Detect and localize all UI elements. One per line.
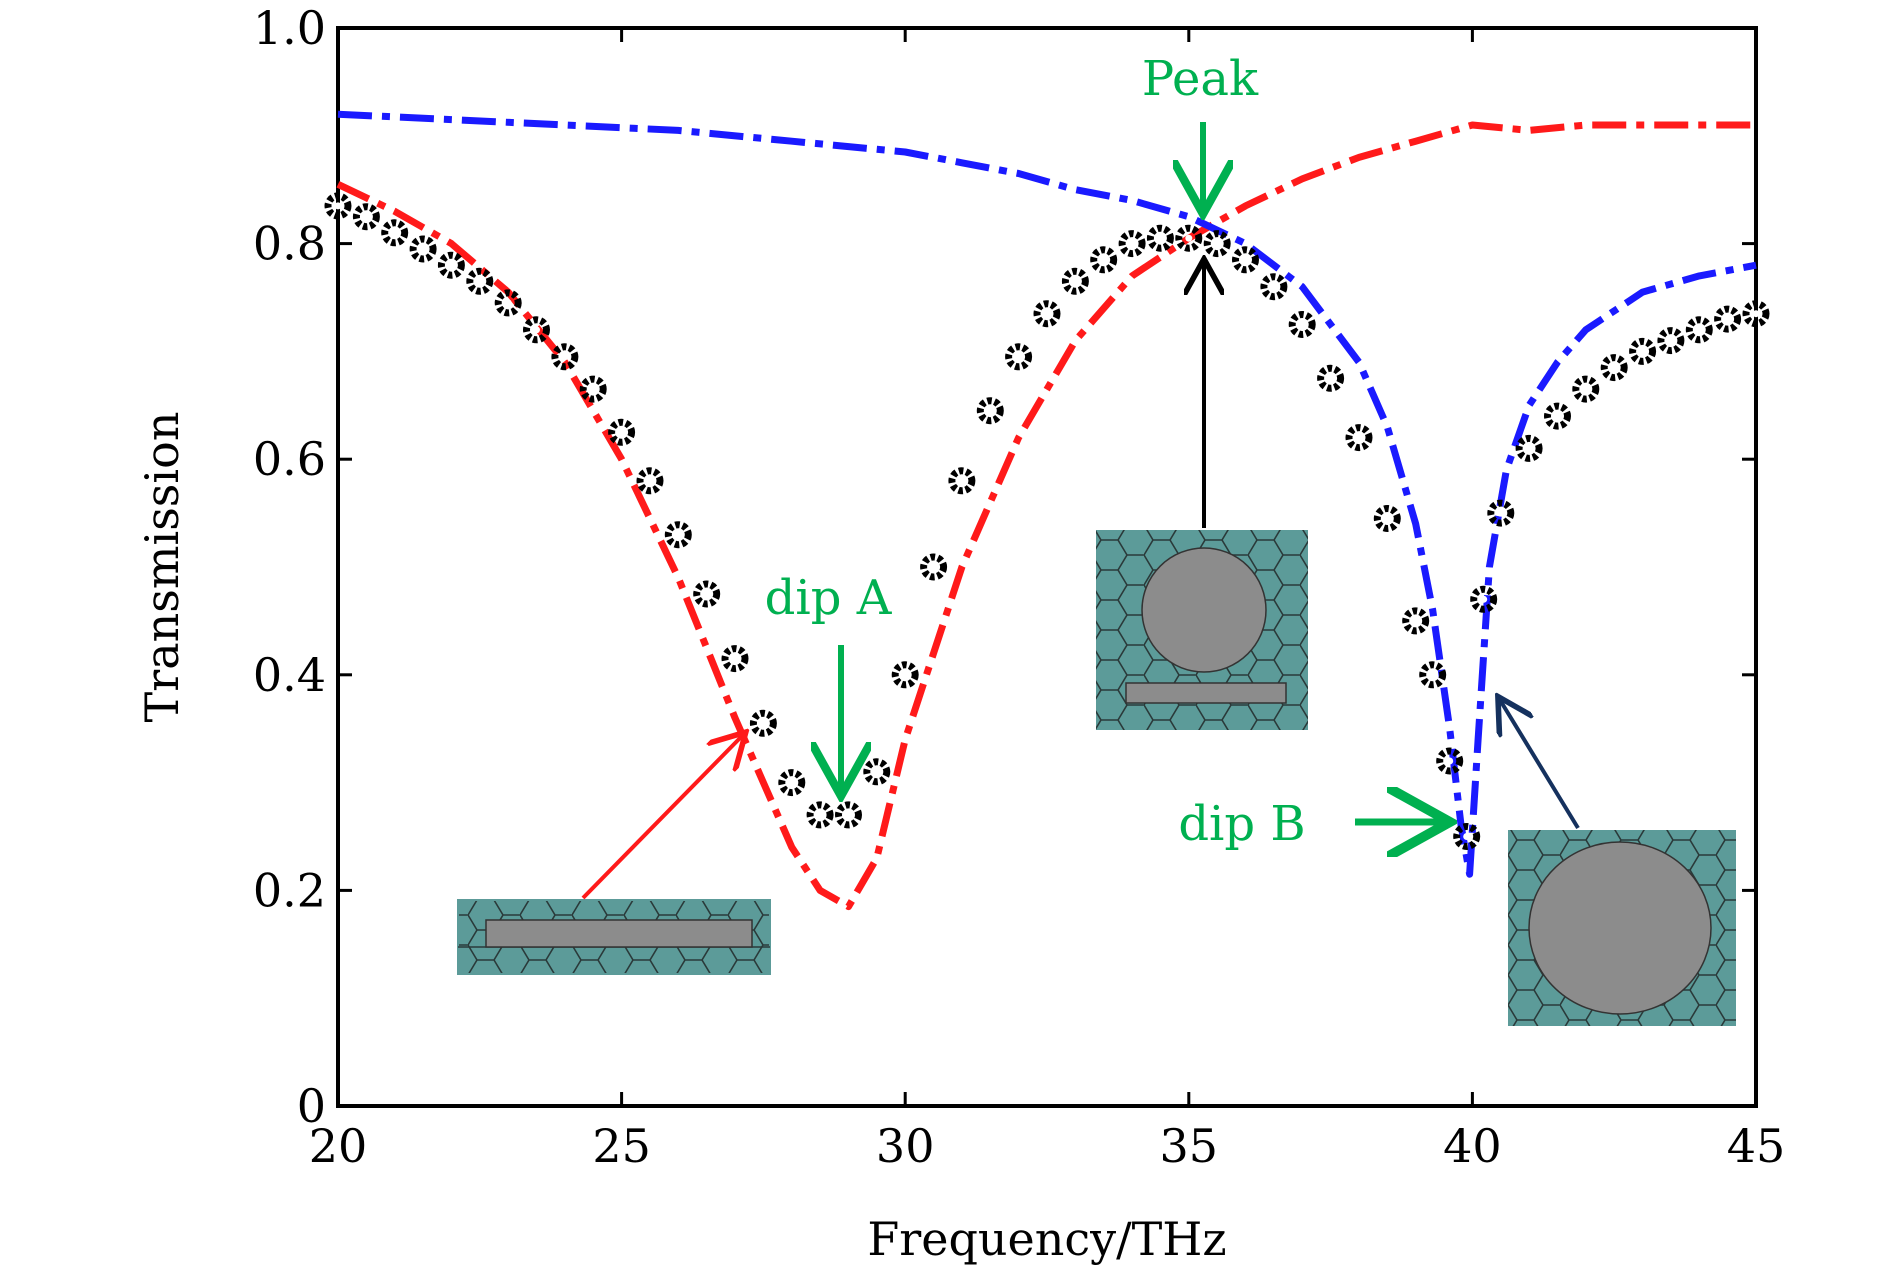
x-tick-label: 20 xyxy=(309,1119,368,1173)
data-point xyxy=(1544,402,1571,430)
inset-disk-structure xyxy=(1508,830,1736,1026)
data-point xyxy=(1419,661,1447,689)
data-point xyxy=(863,758,891,786)
y-tick-label: 1.0 xyxy=(253,1,326,55)
data-point xyxy=(1345,424,1373,452)
data-point xyxy=(381,219,409,247)
data-point xyxy=(1373,505,1401,532)
data-point xyxy=(1600,354,1628,382)
data-point xyxy=(409,235,437,263)
data-point xyxy=(1714,305,1742,333)
y-axis-label: Transmission xyxy=(135,412,189,723)
annotation-layer: Peak dip A dip B xyxy=(581,51,1580,900)
data-point xyxy=(1061,267,1089,295)
data-point xyxy=(976,397,1004,425)
y-tick-label: 0.2 xyxy=(253,863,326,917)
data-point xyxy=(1685,316,1713,344)
data-point xyxy=(920,553,948,581)
x-tick-label: 40 xyxy=(1443,1119,1502,1173)
y-tick-label: 0.8 xyxy=(253,217,326,271)
data-point xyxy=(579,375,607,403)
data-point xyxy=(721,645,749,673)
series-line-1 xyxy=(337,110,1757,878)
data-point xyxy=(835,801,862,829)
peak-label: Peak xyxy=(1142,51,1259,107)
plot-frame xyxy=(336,26,1758,1108)
y-tick-label: 0.4 xyxy=(253,648,326,702)
inset-bar-structure xyxy=(457,899,771,975)
data-point xyxy=(494,289,522,317)
data-point xyxy=(1033,300,1061,328)
data-point xyxy=(352,203,380,231)
data-point xyxy=(1402,607,1430,635)
data-point xyxy=(1629,337,1657,365)
data-point xyxy=(664,521,692,549)
dip-b-label: dip B xyxy=(1178,796,1305,852)
data-point xyxy=(891,661,919,689)
y-tick-label: 0 xyxy=(297,1079,326,1133)
ticks-layer: 20 25 30 35 40 45 0 0.2 0.4 0.6 0.8 1.0 xyxy=(253,1,1785,1173)
data-point xyxy=(1453,823,1481,850)
red-arrow xyxy=(581,735,743,900)
series-layer xyxy=(324,110,1770,911)
x-tick-label: 30 xyxy=(876,1119,935,1173)
series-line-0 xyxy=(336,121,1756,911)
data-point xyxy=(749,709,777,737)
data-point xyxy=(1260,273,1288,301)
x-tick-label: 35 xyxy=(1160,1119,1219,1173)
data-point xyxy=(1232,246,1259,274)
data-point xyxy=(1436,747,1464,775)
data-point xyxy=(806,801,834,829)
x-axis-label: Frequency/THz xyxy=(867,1212,1226,1266)
x-tick-label: 45 xyxy=(1727,1119,1786,1173)
data-point xyxy=(437,251,465,279)
data-point xyxy=(1572,375,1600,403)
data-point xyxy=(693,580,721,608)
data-point xyxy=(948,467,976,495)
data-point xyxy=(1317,364,1345,392)
data-point xyxy=(1742,300,1770,328)
data-point xyxy=(1118,230,1146,258)
data-point xyxy=(608,418,636,446)
data-point xyxy=(778,769,806,797)
data-point xyxy=(1288,311,1316,338)
data-point xyxy=(636,467,664,495)
data-point xyxy=(1470,585,1498,613)
data-point xyxy=(1515,434,1543,462)
data-point xyxy=(1657,327,1685,355)
x-tick-label: 25 xyxy=(592,1119,651,1173)
plot-area xyxy=(336,26,1758,1108)
data-point xyxy=(1146,224,1174,252)
data-point xyxy=(1203,230,1231,258)
y-tick-label: 0.6 xyxy=(253,432,326,486)
data-point xyxy=(1090,246,1118,274)
data-point xyxy=(1175,224,1203,252)
dip-a-label: dip A xyxy=(765,570,893,626)
navy-arrow xyxy=(1500,700,1580,830)
data-point xyxy=(523,316,550,344)
data-point xyxy=(1005,343,1033,371)
data-point xyxy=(1487,499,1515,527)
inset-disk-bar-structure xyxy=(1096,530,1308,730)
data-point xyxy=(551,343,579,371)
data-point xyxy=(466,267,494,295)
data-point xyxy=(324,192,352,220)
